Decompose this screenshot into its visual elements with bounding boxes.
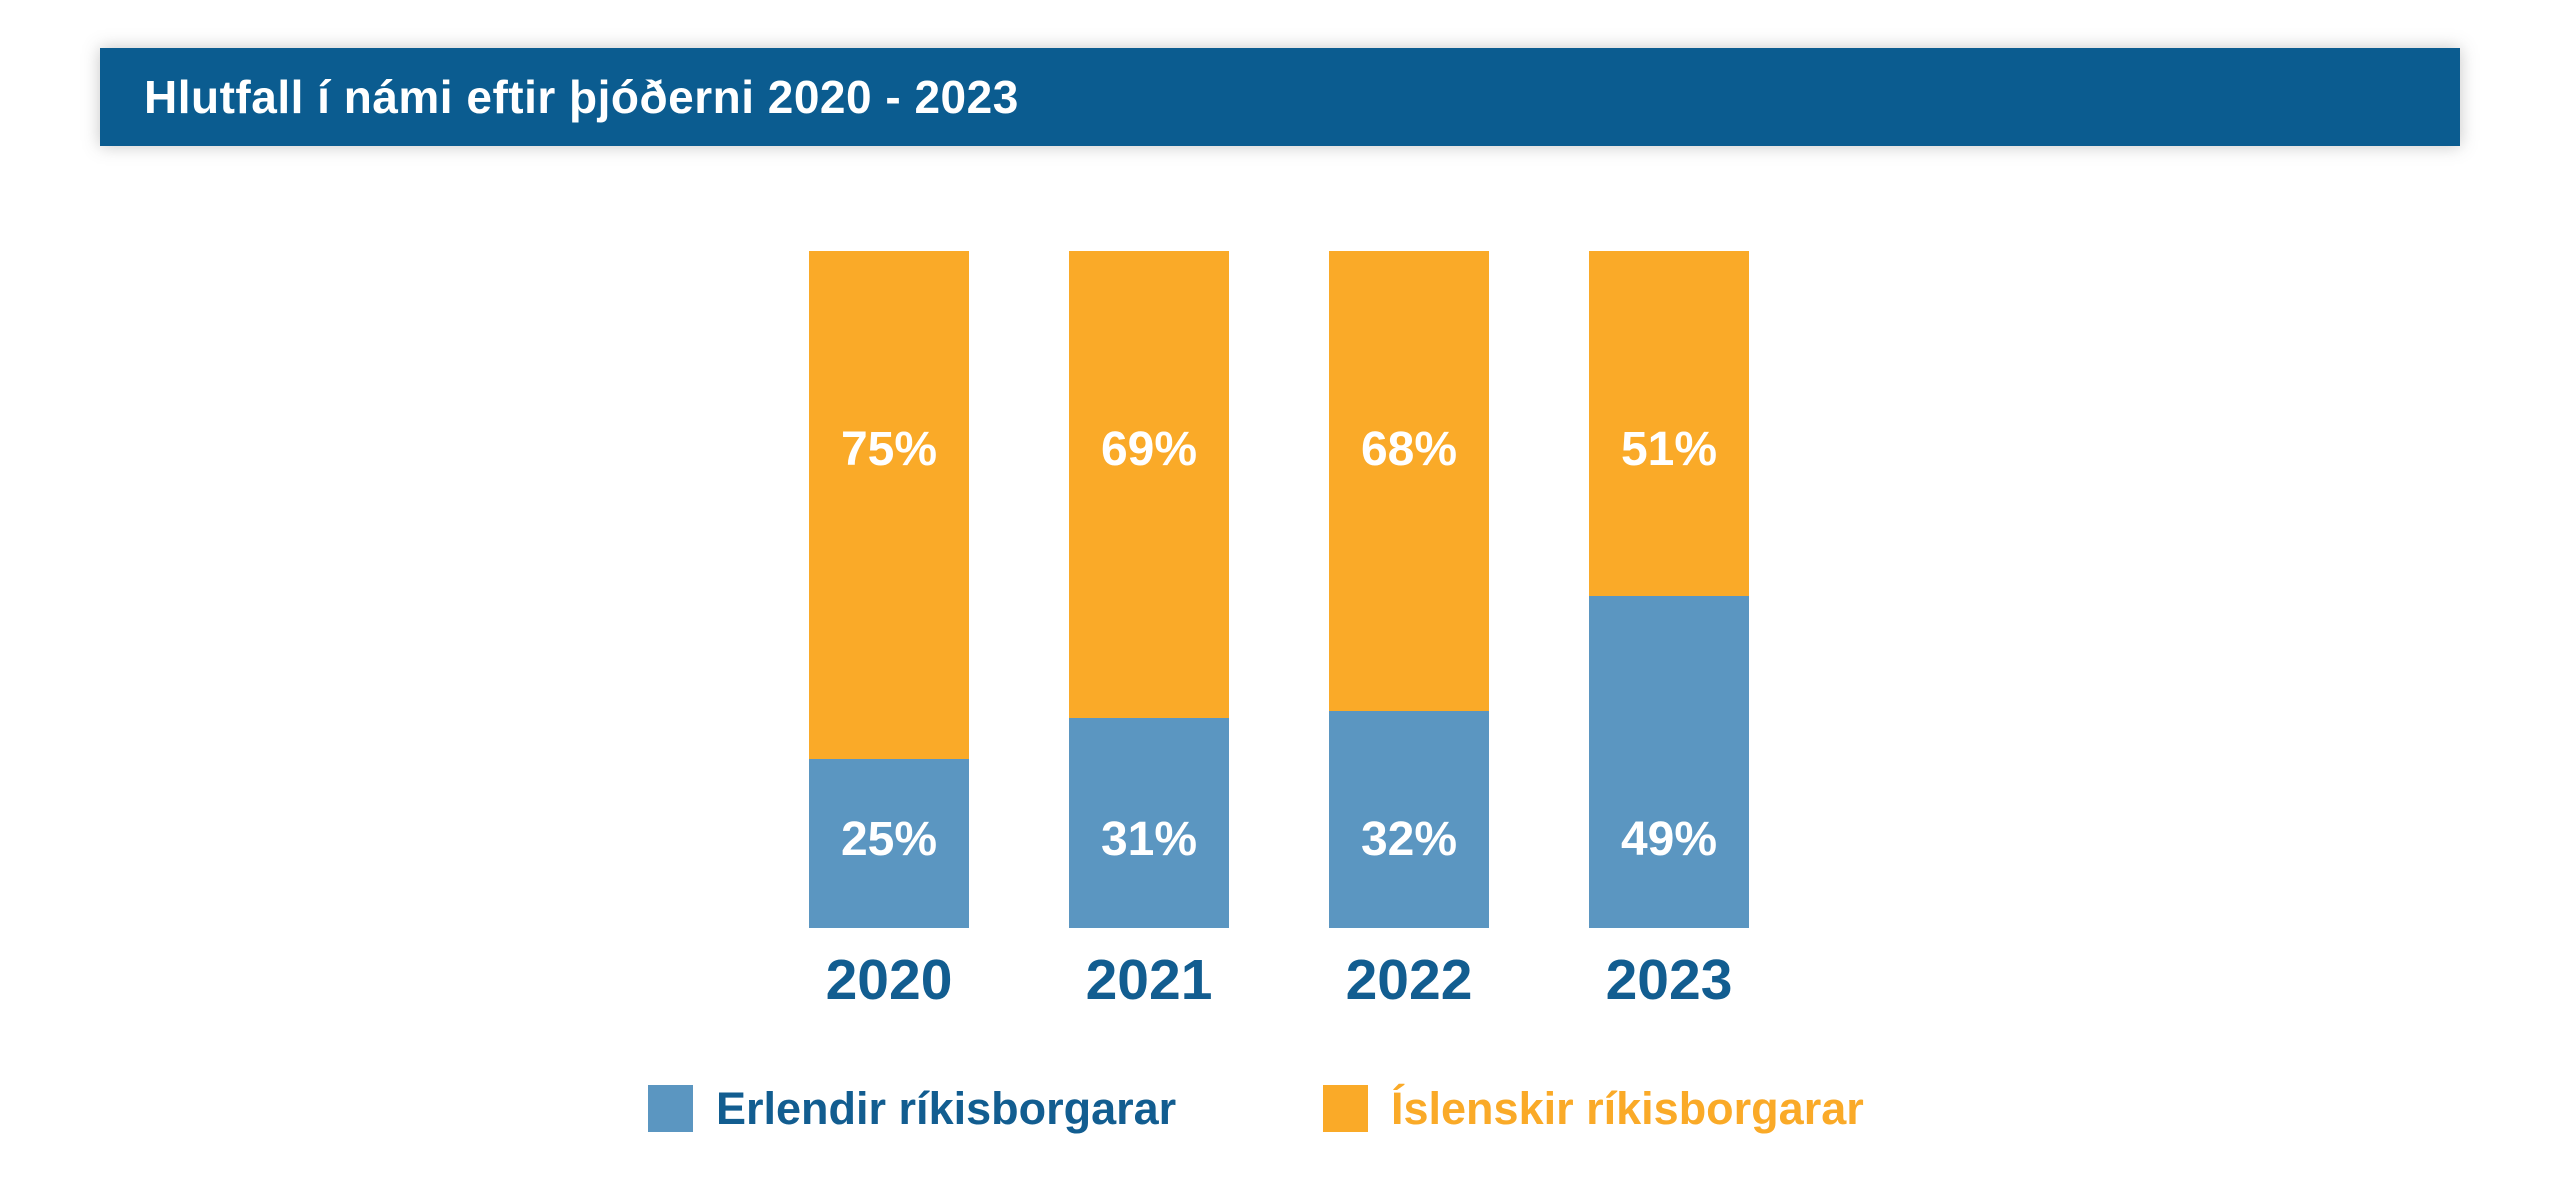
page-title: Hlutfall í námi eftir þjóðerni 2020 - 20… (144, 71, 1019, 123)
value-label-foreign-2023: 49% (1620, 813, 1718, 866)
segment-foreign-2023 (1589, 596, 1749, 928)
bar-2022: 68% 32% (1329, 251, 1489, 928)
legend-label-foreign: Erlendir ríkisborgarar (716, 1083, 1177, 1134)
x-axis-label-2022: 2022 (1345, 948, 1473, 1012)
value-label-foreign-2022: 32% (1360, 813, 1458, 866)
x-axis-label-2023: 2023 (1605, 948, 1733, 1012)
value-label-foreign-2021: 31% (1100, 813, 1198, 866)
x-axis-label-2020: 2020 (825, 948, 953, 1012)
segment-foreign-2021 (1069, 718, 1229, 928)
value-label-icelandic-2020: 75% (840, 423, 938, 476)
segment-icelandic-2022 (1329, 251, 1489, 712)
x-axis-label-2021: 2021 (1085, 948, 1213, 1012)
value-label-icelandic-2021: 69% (1100, 423, 1198, 476)
bar-2020: 75% 25% (809, 251, 969, 928)
legend-label-icelandic: Íslenskir ríkisborgarar (1391, 1083, 1864, 1134)
segment-foreign-2020 (809, 758, 969, 928)
value-label-icelandic-2023: 51% (1620, 423, 1718, 476)
segment-icelandic-2021 (1069, 251, 1229, 719)
title-bar: Hlutfall í námi eftir þjóðerni 2020 - 20… (100, 48, 2460, 146)
bar-2023: 51% 49% (1589, 251, 1749, 928)
segment-foreign-2022 (1329, 711, 1489, 928)
legend-swatch-foreign (648, 1085, 693, 1132)
value-label-foreign-2020: 25% (840, 813, 938, 866)
segment-icelandic-2020 (809, 251, 969, 759)
bar-2021: 69% 31% (1069, 251, 1229, 928)
legend-swatch-icelandic (1323, 1085, 1368, 1132)
value-label-icelandic-2022: 68% (1360, 423, 1458, 476)
segment-icelandic-2023 (1589, 251, 1749, 597)
